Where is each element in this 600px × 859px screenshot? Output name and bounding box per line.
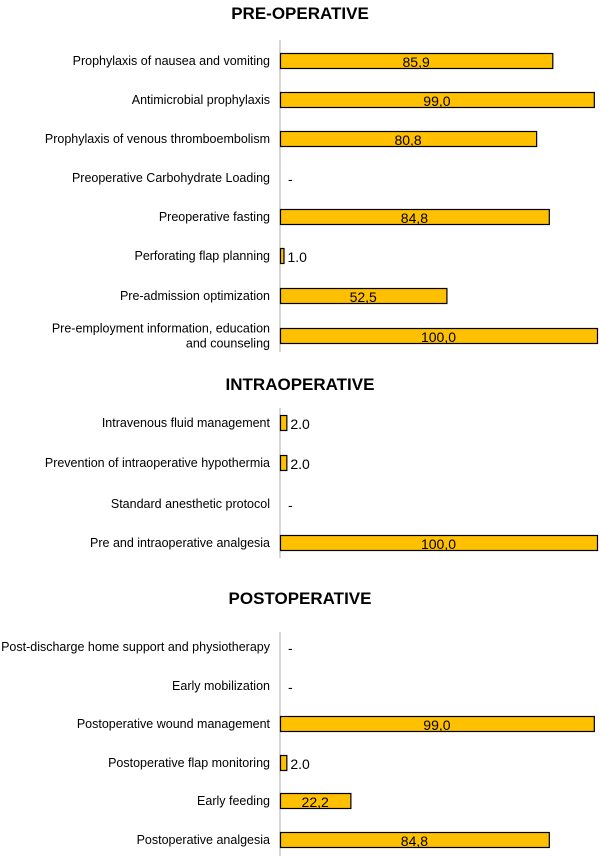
- bar: [279, 52, 554, 70]
- data-label: 22,2: [302, 794, 329, 810]
- category-label: Pre-admission optimization: [120, 289, 270, 303]
- data-label: 100,0: [421, 536, 456, 552]
- category-label: Postoperative flap monitoring: [108, 756, 270, 770]
- category-label: Prevention of intraoperative hypothermia: [45, 456, 270, 470]
- data-label: 85,9: [403, 54, 430, 70]
- bar: [279, 754, 288, 772]
- bar: [279, 715, 595, 733]
- category-label: Postoperative analgesia: [137, 833, 270, 847]
- category-label: Early feeding: [197, 794, 270, 808]
- category-label: Prophylaxis of nausea and vomiting: [73, 54, 270, 68]
- category-label: Preoperative Carbohydrate Loading: [72, 171, 270, 185]
- data-label-empty: -: [288, 679, 293, 695]
- bar: [279, 327, 599, 345]
- bar: [279, 831, 550, 849]
- category-label: Early mobilization: [172, 679, 270, 693]
- data-label: 1.0: [288, 249, 308, 265]
- category-label: Preoperative fasting: [159, 210, 270, 224]
- data-label-empty: -: [288, 171, 293, 187]
- data-label-empty: -: [288, 640, 293, 656]
- bar: [279, 534, 599, 552]
- category-label: Post-discharge home support and physioth…: [1, 640, 271, 654]
- bar: [279, 287, 448, 305]
- bar: [279, 208, 550, 226]
- category-label: Pre-employment information, education and…: [52, 322, 270, 351]
- bar: [279, 91, 595, 109]
- category-label: Perforating flap planning: [134, 249, 270, 263]
- data-label-empty: -: [288, 497, 293, 513]
- data-label: 2.0: [290, 756, 310, 772]
- section-title: POSTOPERATIVE: [229, 589, 372, 608]
- category-label: Antimicrobial prophylaxis: [132, 93, 270, 107]
- data-label: 100,0: [421, 329, 456, 345]
- data-label: 99,0: [423, 717, 450, 733]
- data-label: 2.0: [290, 416, 310, 432]
- category-label: Pre and intraoperative analgesia: [90, 536, 270, 550]
- section-title: PRE-OPERATIVE: [231, 4, 369, 23]
- category-label: Intravenous fluid management: [102, 416, 271, 430]
- section-title: INTRAOPERATIVE: [226, 375, 375, 394]
- data-label: 80,8: [394, 132, 421, 148]
- bar: [279, 247, 285, 265]
- category-label: Standard anesthetic protocol: [111, 497, 270, 511]
- category-label: Prophylaxis of venous thromboembolism: [45, 132, 270, 146]
- data-label: 2.0: [290, 456, 310, 472]
- data-label: 84,8: [401, 210, 428, 226]
- bar: [279, 454, 288, 472]
- bar: [279, 414, 288, 432]
- bar: [279, 130, 538, 148]
- bar: [279, 792, 352, 810]
- category-label: Postoperative wound management: [77, 717, 271, 731]
- data-label: 84,8: [401, 833, 428, 849]
- data-label: 99,0: [423, 93, 450, 109]
- data-label: 52,5: [350, 289, 377, 305]
